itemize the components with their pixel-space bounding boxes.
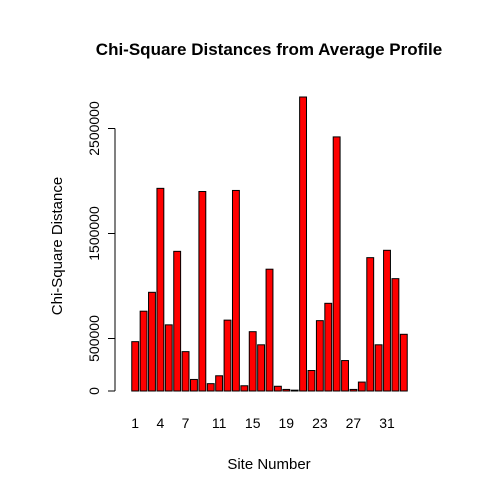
bar-site-28 <box>357 381 366 392</box>
bar-site-31 <box>383 249 391 392</box>
bar-site-3 <box>148 291 156 392</box>
bar-site-30 <box>374 344 383 392</box>
bar-site-21 <box>299 96 308 392</box>
x-axis-label: Site Number <box>227 456 310 473</box>
bar-site-16 <box>257 344 266 392</box>
y-axis: 0 500000 1500000 2500000 <box>86 101 116 395</box>
bar-site-6 <box>173 250 182 392</box>
bar-site-29 <box>366 257 375 392</box>
bar-site-26 <box>341 360 349 392</box>
bar-site-23 <box>315 320 324 392</box>
x-tick-label: 23 <box>312 415 328 431</box>
x-tick-label: 31 <box>379 415 395 431</box>
x-tick-label: 19 <box>279 415 295 431</box>
x-tick-label: 15 <box>245 415 261 431</box>
bar-site-20 <box>290 389 299 392</box>
bar-site-1 <box>131 341 140 392</box>
x-tick-label: 11 <box>212 415 227 431</box>
bar-site-25 <box>332 136 341 392</box>
x-tick-label: 4 <box>156 415 164 431</box>
bar-site-4 <box>156 187 165 392</box>
x-tick-label: 1 <box>131 415 139 431</box>
bar-site-18 <box>273 385 282 392</box>
bar-site-22 <box>307 370 316 392</box>
x-tick-label: 27 <box>346 415 362 431</box>
y-tick-label: 1500000 <box>86 206 102 261</box>
bar-site-33 <box>399 333 408 392</box>
bar-site-9 <box>198 191 207 392</box>
bars-group <box>131 96 408 392</box>
x-tick-labels: 1 4 7 11 15 19 23 27 31 <box>131 415 395 431</box>
bar-site-10 <box>206 383 215 392</box>
bar-site-12 <box>223 319 232 392</box>
bar-site-19 <box>282 388 291 392</box>
bar-site-5 <box>164 324 173 392</box>
bar-site-13 <box>231 189 240 392</box>
bar-site-8 <box>190 378 198 392</box>
bar-site-11 <box>215 375 224 392</box>
bar-site-14 <box>240 385 249 392</box>
chart-title: Chi-Square Distances from Average Profil… <box>96 40 442 59</box>
y-tick-label: 2500000 <box>86 101 102 156</box>
x-tick-label: 7 <box>182 415 190 431</box>
bar-site-32 <box>391 278 400 392</box>
bar-site-17 <box>265 268 274 392</box>
bar-site-7 <box>181 351 190 392</box>
y-axis-label: Chi-Square Distance <box>49 177 66 315</box>
bar-site-15 <box>248 331 257 392</box>
bar-site-27 <box>349 388 358 392</box>
y-tick-label: 500000 <box>86 315 102 362</box>
bar-site-24 <box>324 302 333 392</box>
y-tick-label: 0 <box>86 387 102 395</box>
bar-site-2 <box>139 310 148 392</box>
